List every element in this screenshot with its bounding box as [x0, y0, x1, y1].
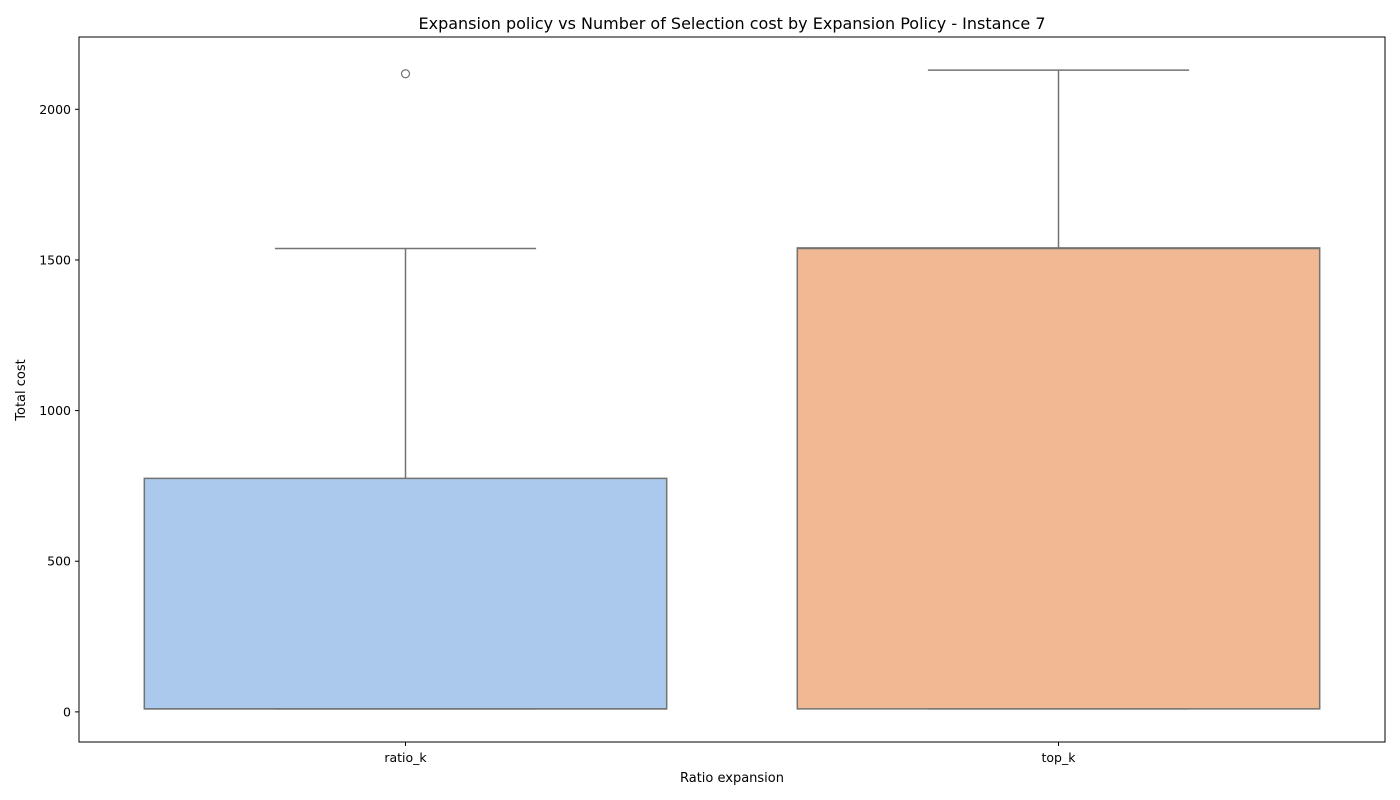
box-top-k: [796, 247, 1321, 710]
outlier-ratio-k-0: [400, 69, 411, 79]
plot-area: ratio_k top_k 0 500 1000 1500 2000: [39, 36, 1386, 765]
plot-frame: [78, 36, 1386, 743]
y-tick-label-2000: 2000: [39, 102, 71, 117]
x-tick-label-ratio-k: ratio_k: [384, 750, 427, 765]
y-tick-label-1000: 1000: [39, 403, 71, 418]
x-tick-label-top-k: top_k: [1042, 750, 1077, 765]
y-axis-label: Total cost: [14, 359, 29, 421]
x-axis-label: Ratio expansion: [680, 771, 784, 786]
y-tick-label-0: 0: [63, 704, 71, 719]
y-tick-label-500: 500: [47, 554, 71, 569]
box-ratio-k: [143, 477, 668, 710]
y-tick-label-1500: 1500: [39, 252, 71, 267]
chart-title: Expansion policy vs Number of Selection …: [419, 14, 1046, 33]
